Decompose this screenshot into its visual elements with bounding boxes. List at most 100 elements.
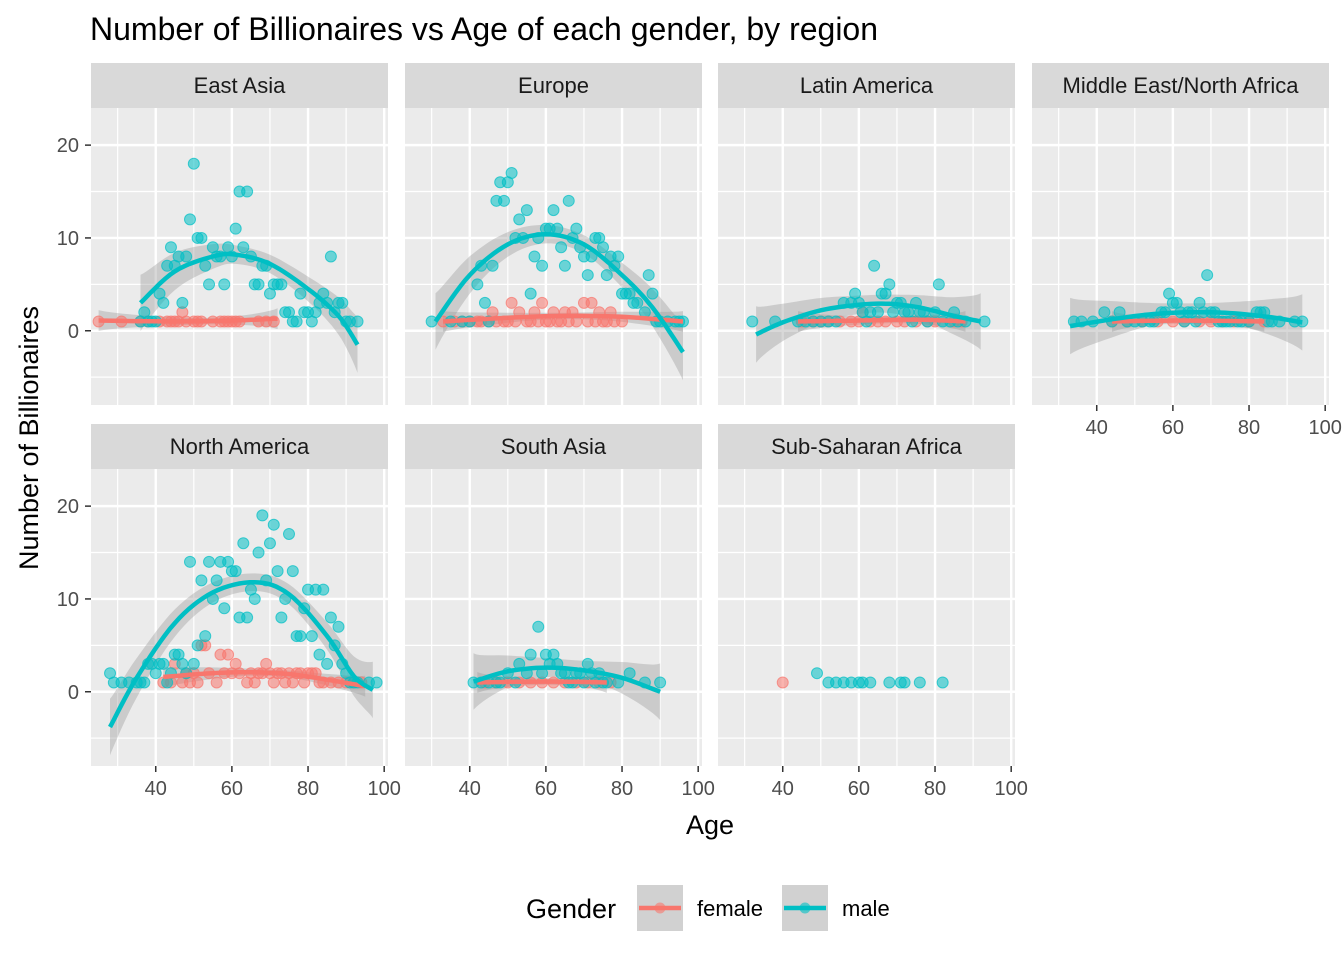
male-point xyxy=(898,676,911,689)
male-point xyxy=(547,204,560,217)
panel-east-asia: East Asia 0 10 20 xyxy=(57,63,388,405)
panel-south-asia: South Asia 40 60 80 100 xyxy=(405,424,715,800)
male-point xyxy=(471,278,484,291)
male-point xyxy=(218,278,231,291)
x-axis-title: Age xyxy=(686,810,734,840)
male-point xyxy=(252,278,265,291)
male-point xyxy=(864,676,877,689)
female-fit-line xyxy=(98,316,278,324)
female-fit-line xyxy=(442,313,684,324)
y-tick-label: 10 xyxy=(57,589,79,611)
male-point xyxy=(597,241,609,254)
legend-label-male: male xyxy=(842,896,890,921)
male-point xyxy=(248,592,261,605)
male-point xyxy=(210,574,223,587)
legend-label-female: female xyxy=(697,896,763,921)
male-point xyxy=(203,555,216,568)
x-tick-label: 80 xyxy=(611,778,633,800)
strip-label-sub-saharan-africa: Sub-Saharan Africa xyxy=(771,434,963,459)
strip-north-america xyxy=(91,424,388,469)
strip-label-north-america: North America xyxy=(170,434,310,459)
male-confidence-ribbon xyxy=(1070,294,1303,355)
male-point xyxy=(195,574,208,587)
male-point xyxy=(562,194,575,207)
strip-south-asia xyxy=(405,424,702,469)
female-point xyxy=(585,296,598,309)
male-fit-line xyxy=(433,231,685,354)
male-point xyxy=(263,537,276,550)
male-point xyxy=(184,555,196,568)
male-point xyxy=(317,583,330,596)
panel-europe: Europe xyxy=(405,63,702,405)
x-tick-label: 60 xyxy=(848,778,870,800)
strip-europe xyxy=(405,63,702,108)
male-point xyxy=(138,676,151,689)
facet-panels: East Asia 0 10 20 Europe Latin America Middle … xyxy=(57,63,1342,800)
male-fit-line xyxy=(108,579,375,729)
y-tick-label: 0 xyxy=(68,682,79,704)
male-point xyxy=(184,213,196,226)
x-tick-label: 40 xyxy=(772,778,794,800)
male-point xyxy=(229,565,242,578)
strip-sub-saharan-africa xyxy=(718,424,1015,469)
male-point xyxy=(528,250,541,263)
y-tick-label: 20 xyxy=(57,135,79,157)
male-point xyxy=(275,278,288,291)
male-point xyxy=(932,278,945,291)
legend: Gender female male xyxy=(526,885,890,931)
male-point xyxy=(187,157,200,170)
legend-title: Gender xyxy=(526,894,616,924)
male-point xyxy=(286,565,299,578)
male-point xyxy=(868,259,881,272)
gridlines xyxy=(718,108,1015,405)
male-point xyxy=(746,315,759,328)
strip-latin-america xyxy=(718,63,1015,108)
panel-middle-east-north-africa: Middle East/North Africa 40 60 80 100 xyxy=(1032,63,1342,439)
male-fit-line xyxy=(138,251,360,346)
strip-label-latin-america: Latin America xyxy=(800,73,934,98)
male-point xyxy=(336,296,349,309)
gridlines xyxy=(1032,108,1329,405)
male-point xyxy=(313,648,326,661)
male-point xyxy=(294,630,307,643)
male-point xyxy=(290,315,303,328)
male-fit-line xyxy=(472,665,661,694)
male-point xyxy=(191,639,204,652)
male-point xyxy=(811,667,823,680)
x-tick-label: 80 xyxy=(297,778,319,800)
male-point xyxy=(581,269,594,282)
male-point xyxy=(654,676,667,689)
male-point xyxy=(199,630,212,643)
male-point xyxy=(256,509,269,522)
male-point xyxy=(164,241,177,254)
female-fit-line xyxy=(477,679,607,685)
female-fit-line xyxy=(797,317,966,324)
male-point xyxy=(486,259,499,272)
male-point xyxy=(351,315,364,328)
gridlines xyxy=(718,469,1015,766)
strip-label-europe: Europe xyxy=(518,73,589,98)
y-tick-label: 0 xyxy=(68,321,79,343)
male-point xyxy=(237,537,250,550)
male-point xyxy=(871,306,884,319)
strip-east-asia xyxy=(91,63,388,108)
male-point xyxy=(271,565,284,578)
female-point xyxy=(776,676,789,689)
male-point xyxy=(241,185,254,198)
male-point xyxy=(267,518,280,531)
strip-middle-east-north-africa xyxy=(1032,63,1329,108)
male-point xyxy=(524,648,537,661)
panel-background xyxy=(405,469,702,766)
male-point xyxy=(513,213,526,226)
male-point xyxy=(370,676,383,689)
legend-key-female xyxy=(637,885,683,931)
male-point xyxy=(570,222,583,235)
strip-label-south-asia: South Asia xyxy=(501,434,607,459)
male-point xyxy=(157,657,170,670)
male-point xyxy=(883,676,896,689)
legend-key-point xyxy=(654,902,666,914)
male-point xyxy=(646,287,659,300)
legend-key-point xyxy=(799,902,811,914)
male-confidence-ribbon xyxy=(140,243,358,373)
male-point xyxy=(324,611,337,624)
